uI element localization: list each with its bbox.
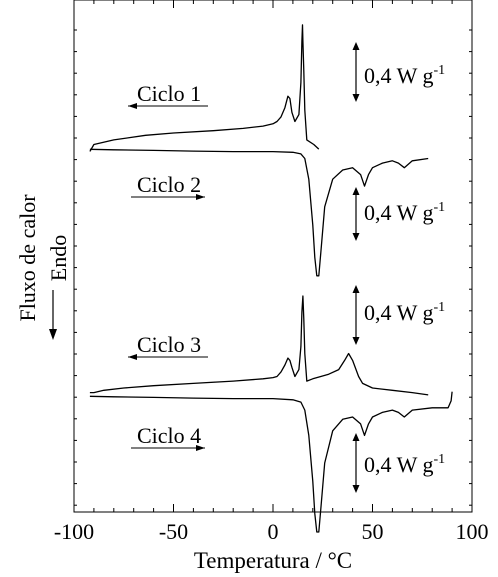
cycle-label: Ciclo 1 (137, 81, 201, 106)
endo-label: Endo (46, 235, 71, 281)
scale-bar-label: 0,4 W g-1 (364, 200, 445, 225)
direction-arrow-head (196, 194, 205, 200)
direction-arrow-head (128, 103, 137, 109)
x-tick-label: -50 (159, 519, 188, 544)
scale-bar-head (352, 42, 360, 50)
scale-bar-label: 0,4 W g-1 (364, 300, 445, 325)
x-axis-label: Temperatura / °C (194, 548, 352, 573)
annotations: Ciclo 1 Ciclo 2 Ciclo 3 Ciclo 4 0,4 W g-1 0,4… (128, 42, 445, 493)
scale-bar-head (352, 485, 360, 493)
direction-arrow-head (128, 354, 137, 360)
x-tick-label: 50 (362, 519, 384, 544)
scale-bar-head (352, 433, 360, 441)
curves (89, 24, 453, 533)
series-line (89, 295, 429, 396)
scale-bar-head (352, 337, 360, 345)
scale-bar-head (352, 233, 360, 241)
series-line (89, 24, 320, 152)
x-tick-label: -100 (54, 519, 94, 544)
scale-bar-head (352, 187, 360, 195)
scale-bar-label: 0,4 W g-1 (364, 63, 445, 88)
series-line (89, 148, 429, 277)
x-tick-label: 100 (456, 519, 489, 544)
cycle-label: Ciclo 4 (137, 423, 201, 448)
axis-ticks (73, 0, 473, 512)
axis-tick-labels: -100 -50 0 50 100 (54, 519, 489, 544)
series-line (89, 391, 453, 533)
cycle-label: Ciclo 2 (137, 172, 201, 197)
x-tick-label: 0 (268, 519, 279, 544)
scale-bar-head (352, 285, 360, 293)
scale-bar-head (352, 94, 360, 102)
scale-bar-label: 0,4 W g-1 (364, 452, 445, 477)
cycle-label: Ciclo 3 (137, 332, 201, 357)
direction-arrow-head (196, 445, 205, 451)
endo-arrow-head (49, 329, 57, 340)
y-axis-label: Fluxo de calor (15, 194, 40, 322)
